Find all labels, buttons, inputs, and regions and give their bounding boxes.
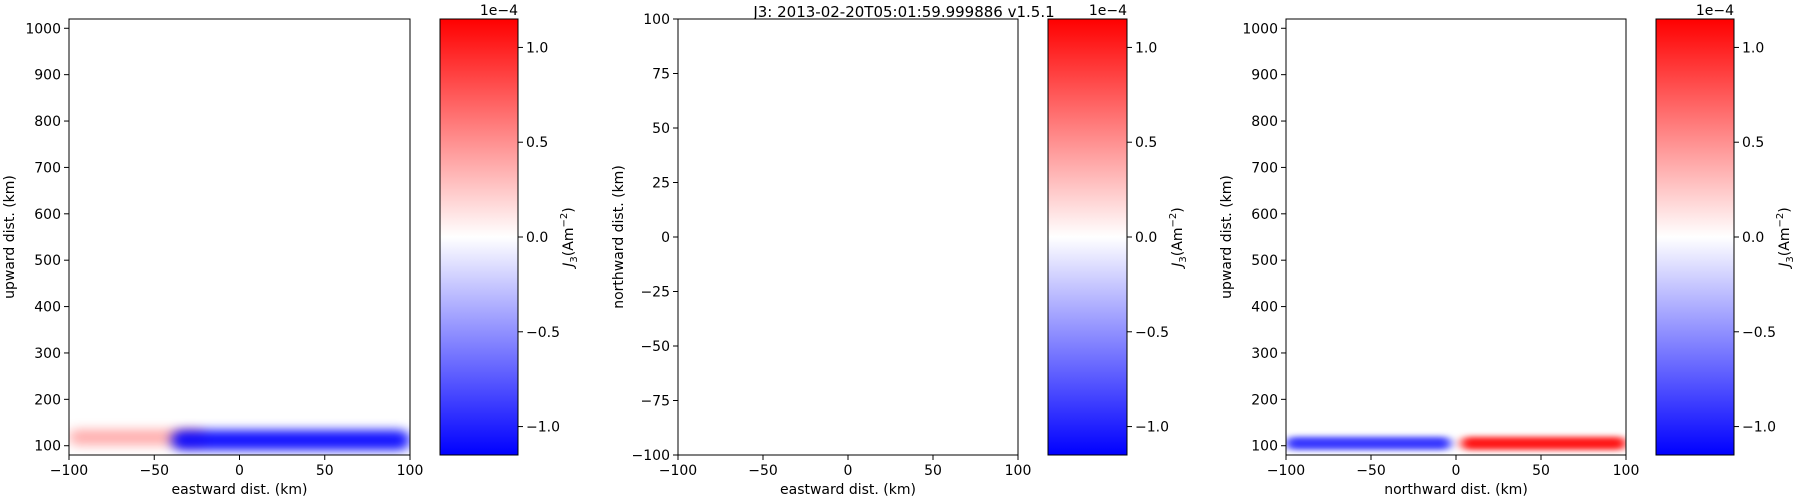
colorbar-tick-label: −1.0 (526, 420, 560, 436)
x-tick-label: −50 (1356, 463, 1386, 479)
y-tick-label: 700 (34, 160, 61, 176)
y-tick-label: 200 (1251, 392, 1278, 408)
colorbar: 1.0 0.5 0.0 −0.5 −1.0 1e−4 J3(Am−2) (1047, 3, 1189, 456)
y-tick-label: 200 (34, 392, 61, 408)
y-tick-label: 300 (1251, 346, 1278, 362)
y-tick-label: −100 (632, 448, 670, 464)
x-tick-label: 0 (1452, 463, 1461, 479)
colorbar: 1.0 0.5 0.0 −0.5 −1.0 1e−4 J3(Am−2) (1655, 3, 1796, 456)
y-tick-label: 75 (652, 67, 670, 83)
x-tick-label: −100 (659, 463, 697, 479)
heatmap-feature-positive-1 (69, 429, 206, 446)
colorbar-tick-label: −0.5 (526, 325, 560, 341)
y-tick-label: 900 (34, 68, 61, 84)
colorbar-gradient (439, 18, 519, 456)
figure-suptitle: J3: 2013-02-20T05:01:59.999886 v1.5.1 (752, 3, 1054, 21)
plot-background (1286, 19, 1626, 455)
y-tick-label: 900 (1251, 68, 1278, 84)
y-tick-label: 100 (34, 439, 61, 455)
colorbar-scale-label: 1e−4 (480, 3, 518, 19)
x-tick-label: 50 (924, 463, 942, 479)
colorbar-tick-label: −1.0 (1742, 420, 1776, 436)
y-tick-label: 100 (643, 12, 670, 28)
x-tick-label: 100 (1613, 463, 1640, 479)
heatmap-field (1286, 436, 1626, 450)
y-tick-label: 100 (1251, 439, 1278, 455)
y-tick-label: 50 (652, 121, 670, 137)
colorbar-tick-label: −1.0 (1135, 420, 1169, 436)
subplot-1: −100 −50 0 50 100 100 200 300 400 500 600 700 800 900… (2, 3, 580, 498)
colorbar-tick-label: 1.0 (1135, 40, 1157, 56)
y-tick-label: 300 (34, 346, 61, 362)
x-axis-label: northward dist. (km) (1384, 482, 1528, 498)
colorbar-label: J3(Am−2) (559, 207, 580, 269)
y-tick-label: 400 (34, 300, 61, 316)
colorbar-tick-label: 0.5 (1742, 135, 1764, 151)
colorbar-tick-label: 0.5 (1135, 135, 1157, 151)
colorbar: 1.0 0.5 0.0 −0.5 −1.0 1e−4 J3(Am−2) (439, 3, 580, 456)
y-tick-label: 600 (1251, 207, 1278, 223)
colorbar-label: J3(Am−2) (1168, 207, 1189, 269)
subplot-2: −100 −50 0 50 100 −100 −75 −50 −25 0 25 50 75 100 east… (611, 3, 1189, 498)
x-tick-label: 100 (397, 463, 424, 479)
y-tick-label: 1000 (1242, 21, 1278, 37)
x-tick-label: −100 (1267, 463, 1305, 479)
y-axis-label: upward dist. (km) (1219, 175, 1235, 299)
x-tick-label: 50 (1532, 463, 1550, 479)
x-tick-label: −50 (748, 463, 778, 479)
y-tick-label: 25 (652, 176, 670, 192)
x-tick-label: 0 (844, 463, 853, 479)
x-tick-label: 50 (316, 463, 334, 479)
colorbar-gradient (1047, 18, 1128, 456)
plot-background (678, 19, 1018, 455)
colorbar-tick-label: −0.5 (1135, 325, 1169, 341)
plot-background (69, 19, 410, 455)
y-tick-label: 600 (34, 207, 61, 223)
colorbar-tick-label: 0.5 (526, 135, 548, 151)
heatmap-feature-negative-2 (171, 429, 410, 451)
y-tick-label: −25 (640, 285, 670, 301)
y-tick-label: 700 (1251, 160, 1278, 176)
colorbar-tick-label: −0.5 (1742, 325, 1776, 341)
colorbar-tick-label: 0.0 (526, 230, 548, 246)
y-tick-label: 400 (1251, 300, 1278, 316)
colorbar-tick-label: 0.0 (1742, 230, 1764, 246)
x-axis-label: eastward dist. (km) (172, 482, 308, 498)
y-tick-label: −50 (640, 339, 670, 355)
x-axis-label: eastward dist. (km) (780, 482, 916, 498)
y-tick-label: 800 (1251, 114, 1278, 130)
x-tick-label: 0 (235, 463, 244, 479)
y-tick-label: 0 (661, 230, 670, 246)
heatmap-feature-positive-2 (1461, 436, 1626, 450)
heatmap-field (69, 429, 410, 451)
colorbar-tick-label: 1.0 (1742, 40, 1764, 56)
colorbar-scale-label: 1e−4 (1089, 3, 1127, 19)
y-tick-label: 800 (34, 114, 61, 130)
colorbar-scale-label: 1e−4 (1696, 3, 1734, 19)
x-tick-label: −100 (50, 463, 88, 479)
y-tick-label: 500 (34, 253, 61, 269)
y-tick-label: 1000 (25, 21, 61, 37)
colorbar-tick-label: 1.0 (526, 40, 548, 56)
colorbar-gradient (1655, 18, 1735, 456)
y-tick-label: −75 (640, 394, 670, 410)
x-tick-label: 100 (1005, 463, 1032, 479)
y-axis-label: upward dist. (km) (2, 175, 18, 299)
colorbar-label: J3(Am−2) (1775, 207, 1796, 269)
subplot-3: −100 −50 0 50 100 100 200 300 400 500 600 700 800 900… (1219, 3, 1796, 498)
y-axis-label: northward dist. (km) (611, 165, 627, 309)
colorbar-tick-label: 0.0 (1135, 230, 1157, 246)
x-tick-label: −50 (139, 463, 169, 479)
heatmap-feature-negative-1 (1286, 436, 1451, 450)
y-tick-label: 500 (1251, 253, 1278, 269)
